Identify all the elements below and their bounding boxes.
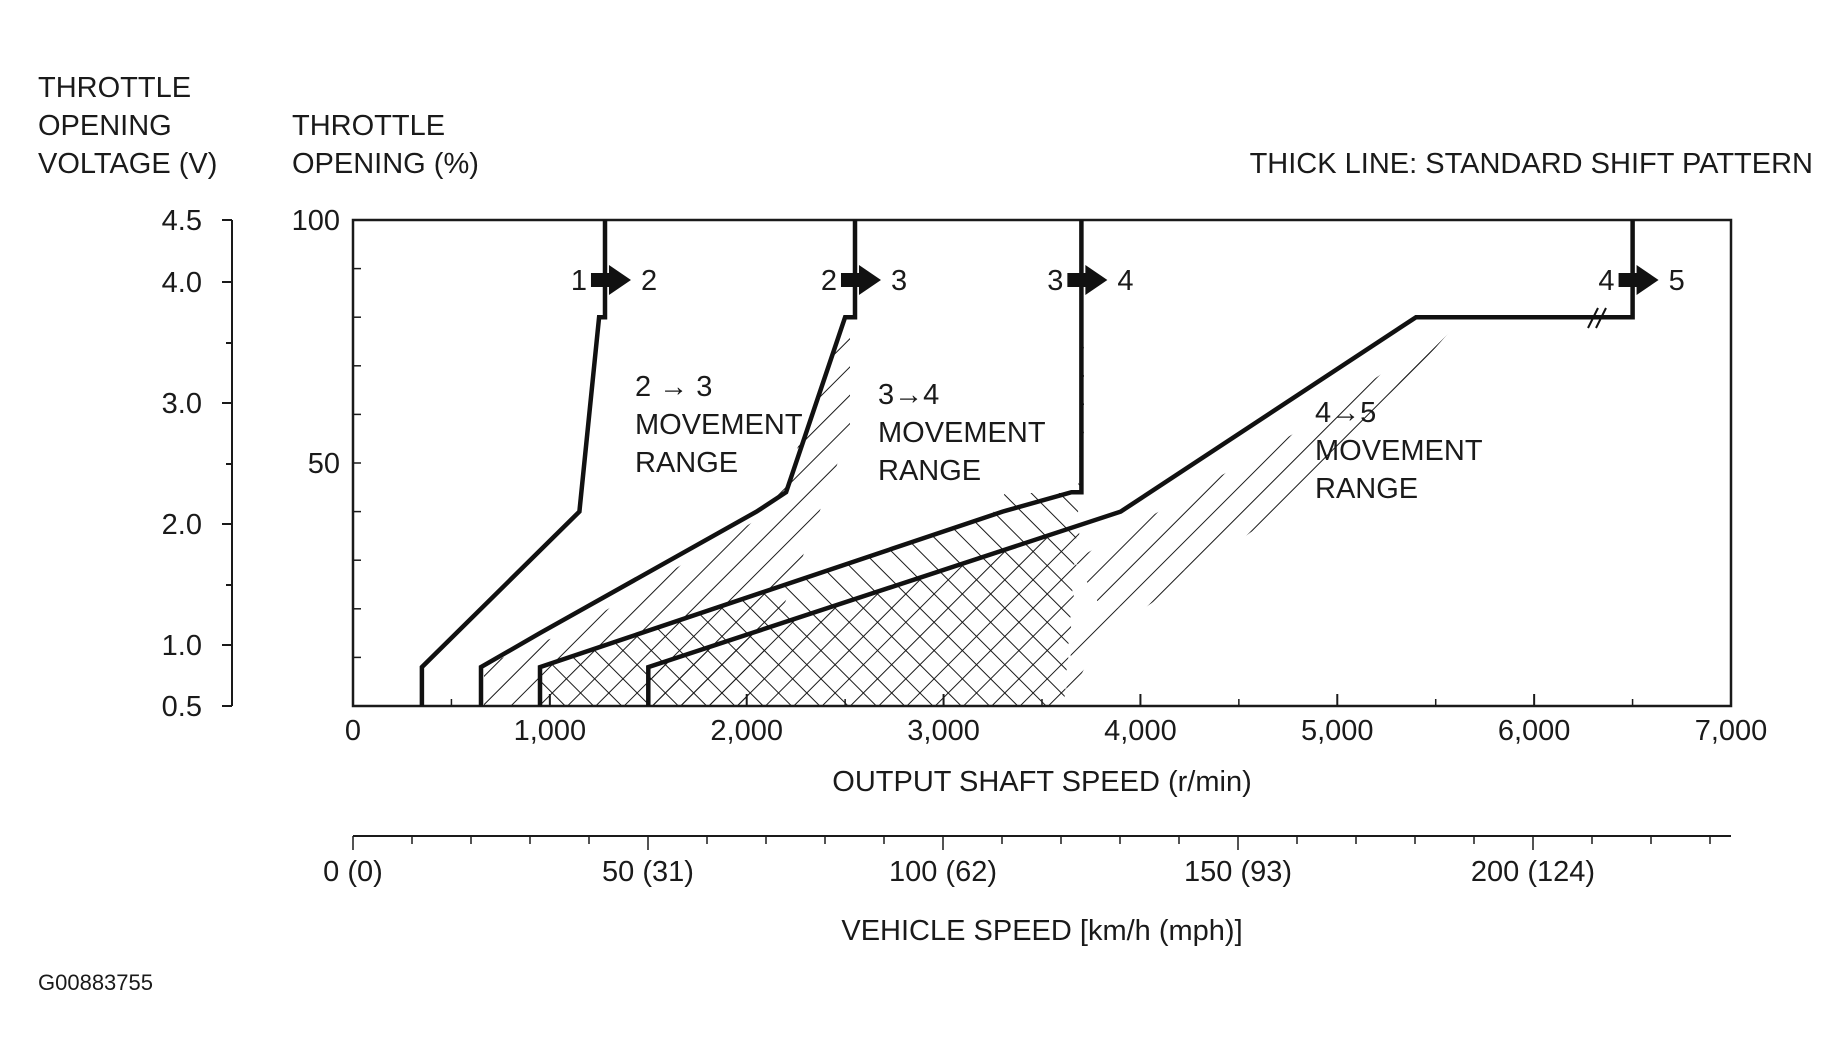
left-axis-tick-label: 3.0: [162, 388, 202, 420]
shift-line-1-2: [419, 220, 608, 706]
x-axis-label: OUTPUT SHAFT SPEED (r/min): [832, 766, 1251, 798]
x-axis-tick-label: 2,000: [710, 715, 783, 747]
y-axis-tick-label: 50: [308, 448, 340, 480]
vehicle-speed-axis: 0 (0) 50 (31) 100 (62) 150 (93) 200 (124): [323, 835, 1731, 888]
range-3-4-label-line-1: 3→4: [878, 379, 939, 411]
axis-break-mark: [1587, 307, 1607, 329]
range-4-5-label-line-2: MOVEMENT: [1315, 435, 1483, 467]
vehicle-speed-tick-label: 200 (124): [1471, 856, 1595, 888]
left-axis-tick-label: 4.0: [162, 267, 202, 299]
shift-label-to: 4: [1117, 265, 1133, 297]
left-axis-tick-label: 1.0: [162, 630, 202, 662]
x-axis-tick-label: 5,000: [1301, 715, 1374, 747]
x-axis-tick-label: 6,000: [1498, 715, 1571, 747]
shift-label-to: 2: [641, 265, 657, 297]
shift-label-from: 3: [1047, 265, 1063, 297]
range-2-3-label-line-1: 2 → 3: [635, 371, 712, 403]
vehicle-speed-tick-label: 100 (62): [889, 856, 997, 888]
vehicle-speed-tick-label: 150 (93): [1184, 856, 1292, 888]
range-4-5-label-line-3: RANGE: [1315, 473, 1418, 505]
shift-arrow-icon: [590, 265, 631, 295]
shift-line-3-4: [537, 220, 1084, 706]
x-axis: 0 1,000 2,000 3,000 4,000 5,000 6,000 7,000: [345, 694, 1767, 747]
x-axis-tick-label: 3,000: [907, 715, 980, 747]
vehicle-speed-axis-label: VEHICLE SPEED [km/h (mph)]: [841, 915, 1242, 947]
shift-lines: [419, 220, 1635, 706]
y-axis-label-line-1: THROTTLE: [292, 110, 445, 142]
shift-label-from: 4: [1598, 265, 1614, 297]
left-axis: 4.5 4.0 3.0 2.0 1.0 0.5: [162, 205, 233, 723]
range-2-3-label-line-3: RANGE: [635, 447, 738, 479]
left-axis-label-line-1: THROTTLE: [38, 72, 191, 104]
left-axis-tick-label: 2.0: [162, 509, 202, 541]
shift-arrow-icon: [840, 265, 881, 295]
x-axis-tick-label: 0: [345, 715, 361, 747]
y-axis: 100 50: [292, 205, 361, 659]
range-3-4-label-line-2: MOVEMENT: [878, 417, 1046, 449]
left-axis-tick-label: 0.5: [162, 691, 202, 723]
shift-arrow-icon: [1618, 265, 1659, 295]
range-3-4-overlap-area: [652, 525, 1080, 706]
figure-id: G00883755: [38, 970, 153, 995]
range-4-5-upper-area: [1075, 320, 1460, 615]
legend-note: THICK LINE: STANDARD SHIFT PATTERN: [1250, 148, 1813, 180]
shift-labels: 1 2 2 3 3 4 4 5: [571, 265, 1685, 297]
shift-line-2-3: [478, 220, 858, 706]
range-3-4-label-line-3: RANGE: [878, 455, 981, 487]
left-axis-label-line-3: VOLTAGE (V): [38, 148, 217, 180]
x-axis-tick-label: 4,000: [1104, 715, 1177, 747]
vehicle-speed-tick-label: 0 (0): [323, 856, 383, 888]
left-axis-label-line-2: OPENING: [38, 110, 172, 142]
x-axis-tick-label: 7,000: [1695, 715, 1768, 747]
shift-label-to: 5: [1669, 265, 1685, 297]
vehicle-speed-tick-label: 50 (31): [602, 856, 694, 888]
shift-label-from: 2: [821, 265, 837, 297]
left-axis-tick-label: 4.5: [162, 205, 202, 237]
shift-line-4-5: [646, 220, 1635, 706]
y-axis-tick-label: 100: [292, 205, 340, 237]
shift-arrow-icon: [1067, 265, 1108, 295]
y-axis-label-line-2: OPENING (%): [292, 148, 479, 180]
range-4-5-label-line-1: 4→5: [1315, 397, 1376, 429]
range-2-3-label-line-2: MOVEMENT: [635, 409, 803, 441]
shift-label-from: 1: [571, 265, 587, 297]
shift-label-to: 3: [891, 265, 907, 297]
x-axis-tick-label: 1,000: [514, 715, 587, 747]
